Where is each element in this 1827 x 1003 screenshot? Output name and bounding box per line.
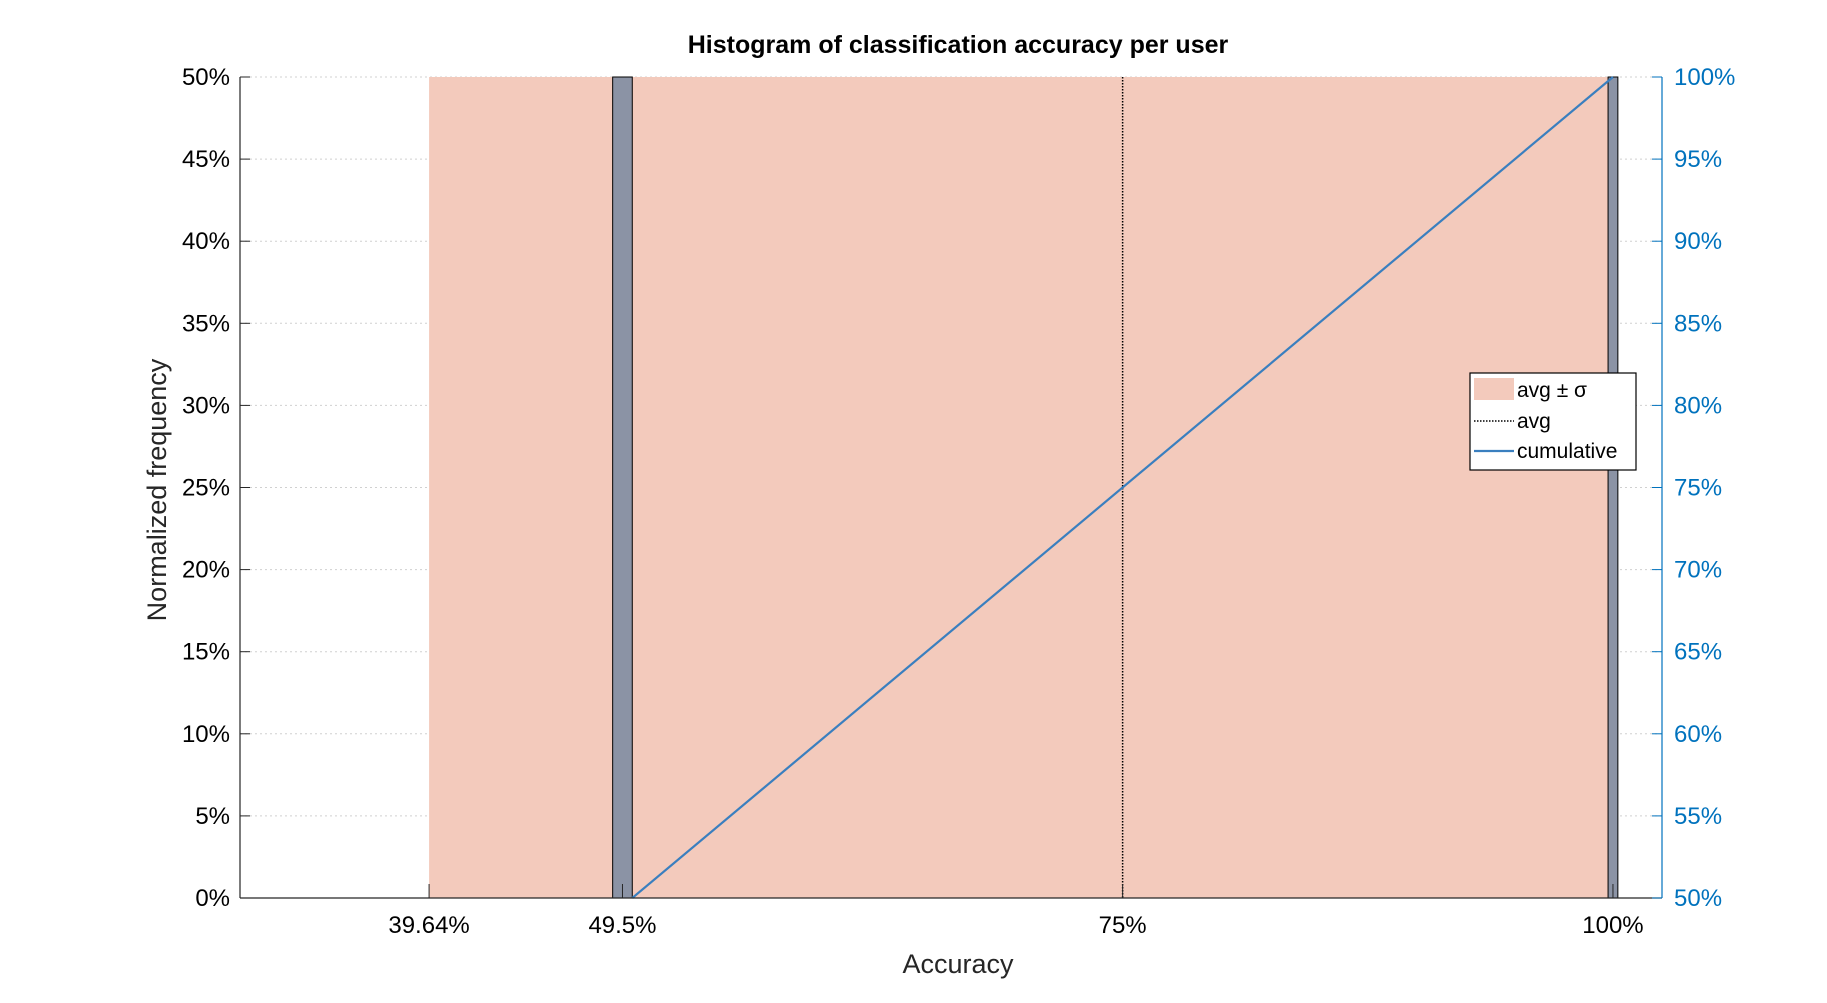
y-tick-label: 5%: [195, 803, 230, 830]
y-tick-label: 15%: [182, 639, 230, 666]
y2-tick-label: 95%: [1674, 146, 1722, 173]
x-ticks: 39.64% 49.5% 75% 100%: [388, 884, 1644, 939]
x-tick-label: 39.64%: [388, 912, 469, 939]
histogram-bar: [612, 76, 633, 899]
y2-tick-label: 85%: [1674, 310, 1722, 337]
y2-tick-label: 90%: [1674, 228, 1722, 255]
y2-tick-label: 65%: [1674, 639, 1722, 666]
std-band: [429, 77, 1613, 898]
y-axis-label: Normalized frequency: [142, 358, 172, 621]
x-tick-label: 75%: [1099, 912, 1147, 939]
y2-tick-label: 75%: [1674, 475, 1722, 502]
x-tick-label: 100%: [1582, 912, 1643, 939]
y2-tick-label: 100%: [1674, 64, 1735, 91]
y2-tick-label: 50%: [1674, 885, 1722, 912]
y2-tick-label: 60%: [1674, 721, 1722, 748]
legend-entry-cumulative: cumulative: [1517, 440, 1617, 463]
legend: avg ± σ avg cumulative: [1469, 372, 1637, 471]
x-axis-label: Accuracy: [902, 949, 1014, 979]
legend-entry-band: avg ± σ: [1517, 379, 1587, 402]
y2-tick-label: 55%: [1674, 803, 1722, 830]
y-tick-label: 30%: [182, 392, 230, 419]
legend-entry-avg: avg: [1517, 410, 1551, 433]
y-ticks-right: 50% 55% 60% 65% 70% 75% 80% 85% 90% 95% 100%: [1652, 64, 1735, 912]
y-tick-label: 35%: [182, 310, 230, 337]
histogram-bar: [1607, 76, 1619, 899]
y-tick-label: 50%: [182, 64, 230, 91]
histogram-bars: [612, 76, 1619, 899]
y-tick-label: 20%: [182, 557, 230, 584]
chart-title: Histogram of classification accuracy per…: [688, 31, 1229, 59]
y2-tick-label: 80%: [1674, 392, 1722, 419]
y-tick-label: 45%: [182, 146, 230, 173]
y-tick-label: 40%: [182, 228, 230, 255]
cumulative-line: [631, 76, 1614, 899]
y-tick-label: 0%: [195, 885, 230, 912]
x-tick-label: 49.5%: [588, 912, 656, 939]
legend-swatch-band: [1474, 378, 1514, 400]
y-tick-label: 10%: [182, 721, 230, 748]
y-ticks-left: 0% 5% 10% 15% 20% 25% 30% 35% 40% 45% 50%: [182, 64, 250, 912]
y-tick-label: 25%: [182, 475, 230, 502]
y2-tick-label: 70%: [1674, 557, 1722, 584]
